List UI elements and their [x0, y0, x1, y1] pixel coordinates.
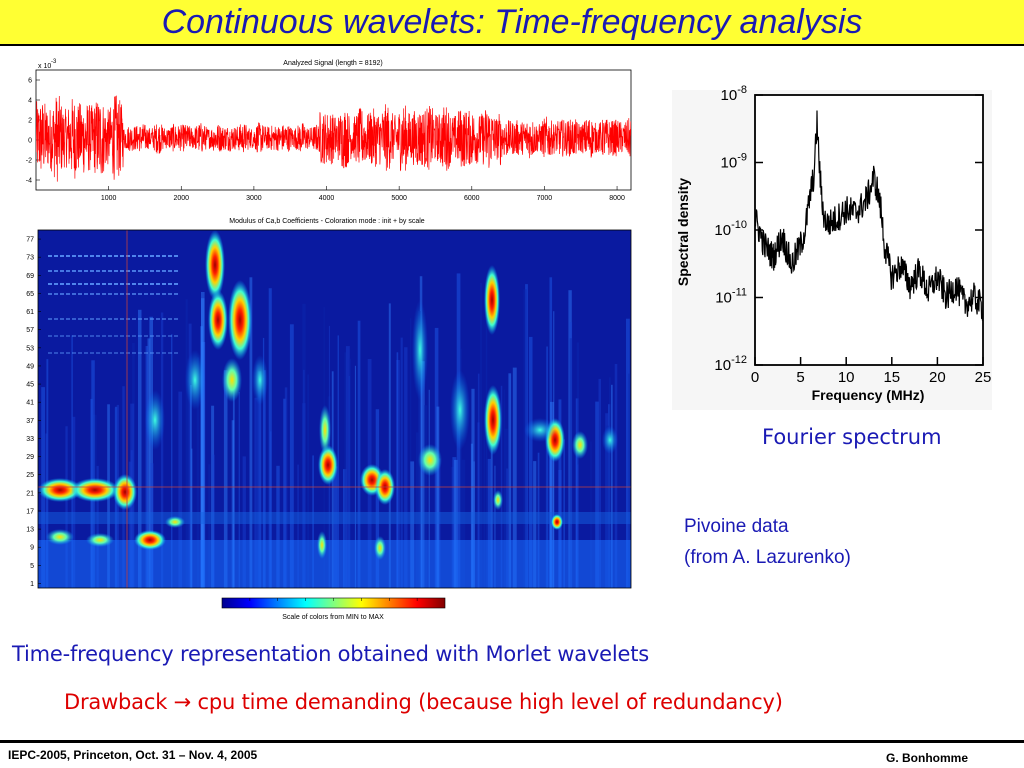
scale-tick-label: 25 [26, 472, 34, 479]
scalogram-title: Modulus of Ca,b Coefficients - Coloratio… [229, 218, 424, 225]
signal-x-axis: 1000 2000 3000 4000 5000 6000 7000 8000 [101, 186, 625, 202]
scalogram-image [38, 230, 631, 588]
spectrum-x-axis: 0 5 10 15 20 25 [751, 357, 992, 386]
scale-tick-label: 5 [30, 563, 34, 570]
signal-ytick-label: 0 [28, 138, 32, 145]
spectrum-xtick-label: 20 [929, 369, 946, 386]
scale-tick-label: 49 [26, 363, 34, 370]
spectrum-ylabel: Spectral density [675, 178, 691, 286]
footer-conference: IEPC-2005, Princeton, Oct. 31 – Nov. 4, … [8, 748, 258, 762]
colorbar-label: Scale of colors from MIN to MAX [282, 614, 384, 621]
spectrum-xtick-label: 5 [796, 369, 804, 386]
footer-author: G. Bonhomme [885, 751, 968, 765]
scale-tick-label: 65 [26, 291, 34, 298]
scale-tick-label: 17 [26, 508, 34, 515]
arrow-icon: → [173, 690, 192, 714]
spectrum-ytick-label: 10-8 [721, 84, 747, 104]
signal-ytick-label: -2 [26, 158, 32, 165]
signal-ytick-label: 4 [28, 98, 32, 105]
spectrum-y-axis: 10-8 10-9 10-10 10-11 10-12 [714, 84, 983, 374]
spectrum-xtick-label: 10 [838, 369, 855, 386]
spectrum-frame [754, 94, 984, 366]
signal-ytick-label: 2 [28, 118, 32, 125]
drawback-text: cpu time demanding (because high level o… [197, 690, 783, 714]
scalogram-frame [37, 229, 632, 589]
signal-ytick-label: 6 [28, 78, 32, 85]
scale-tick-label: 53 [26, 345, 34, 352]
pivoine-line-1: Pivoine data [684, 516, 789, 537]
scalogram-y-axis: 77 73 69 65 61 57 53 49 45 41 37 33 29 25 21 17 13 9 5 1 [26, 237, 41, 588]
spectrum-trace [755, 110, 983, 321]
scale-tick-label: 57 [26, 327, 34, 334]
scale-tick-label: 61 [26, 309, 34, 316]
spectrum-ytick-label: 10-11 [715, 287, 747, 307]
signal-ytick-label: -4 [26, 178, 32, 185]
scale-tick-label: 29 [26, 454, 34, 461]
scale-tick-label: 77 [26, 237, 34, 244]
signal-trace [36, 95, 631, 182]
caption-drawback: Drawback → cpu time demanding (because h… [64, 690, 783, 714]
pivoine-line-2: (from A. Lazurenko) [684, 547, 851, 568]
caption-morlet: Time-frequency representation obtained w… [12, 642, 650, 666]
spectrum-xtick-label: 15 [883, 369, 900, 386]
scale-tick-label: 13 [26, 527, 34, 534]
signal-y-axis: 6 4 2 0 -2 -4 [26, 78, 40, 185]
spectrum-xlabel: Frequency (MHz) [812, 387, 925, 403]
scale-tick-label: 33 [26, 436, 34, 443]
signal-xtick-label: 4000 [319, 195, 335, 202]
spectrum-xtick-label: 0 [751, 369, 759, 386]
spectrum-ytick-label: 10-12 [714, 354, 747, 374]
title-bar: Continuous wavelets: Time-frequency anal… [0, 0, 1024, 46]
spectrum-xtick-label: 25 [975, 369, 992, 386]
scale-tick-label: 9 [30, 545, 34, 552]
spectrum-ytick-label: 10-9 [721, 152, 747, 172]
spectrum-plot: 10-8 10-9 10-10 10-11 10-12 0 5 10 15 20 25 Spect… [672, 84, 992, 410]
colorbar: Scale of colors from MIN to MAX [221, 597, 446, 621]
scale-tick-label: 1 [30, 581, 34, 588]
signal-plot: Analyzed Signal (length = 8192) x 10 -3 … [26, 59, 632, 202]
fourier-caption: Fourier spectrum [762, 425, 942, 449]
scale-tick-label: 73 [26, 255, 34, 262]
signal-xtick-label: 5000 [391, 195, 407, 202]
signal-exponent-label: x 10 [38, 63, 51, 70]
signal-xtick-label: 8000 [609, 195, 625, 202]
footer-rule [0, 740, 1024, 743]
spectrum-ytick-label: 10-10 [714, 219, 747, 239]
scale-tick-label: 41 [26, 400, 34, 407]
drawback-label: Drawback [64, 690, 168, 714]
scalogram-plot: Modulus of Ca,b Coefficients - Coloratio… [26, 218, 632, 589]
scale-tick-label: 21 [26, 490, 34, 497]
signal-xtick-label: 2000 [173, 195, 189, 202]
signal-exponent-power: -3 [51, 59, 57, 65]
scale-tick-label: 37 [26, 418, 34, 425]
signal-xtick-label: 1000 [101, 195, 117, 202]
signal-plot-title: Analyzed Signal (length = 8192) [283, 60, 382, 67]
scale-tick-label: 45 [26, 382, 34, 389]
signal-xtick-label: 6000 [464, 195, 480, 202]
signal-xtick-label: 3000 [246, 195, 262, 202]
scale-tick-label: 69 [26, 273, 34, 280]
signal-xtick-label: 7000 [537, 195, 553, 202]
slide-title: Continuous wavelets: Time-frequency anal… [161, 3, 863, 41]
